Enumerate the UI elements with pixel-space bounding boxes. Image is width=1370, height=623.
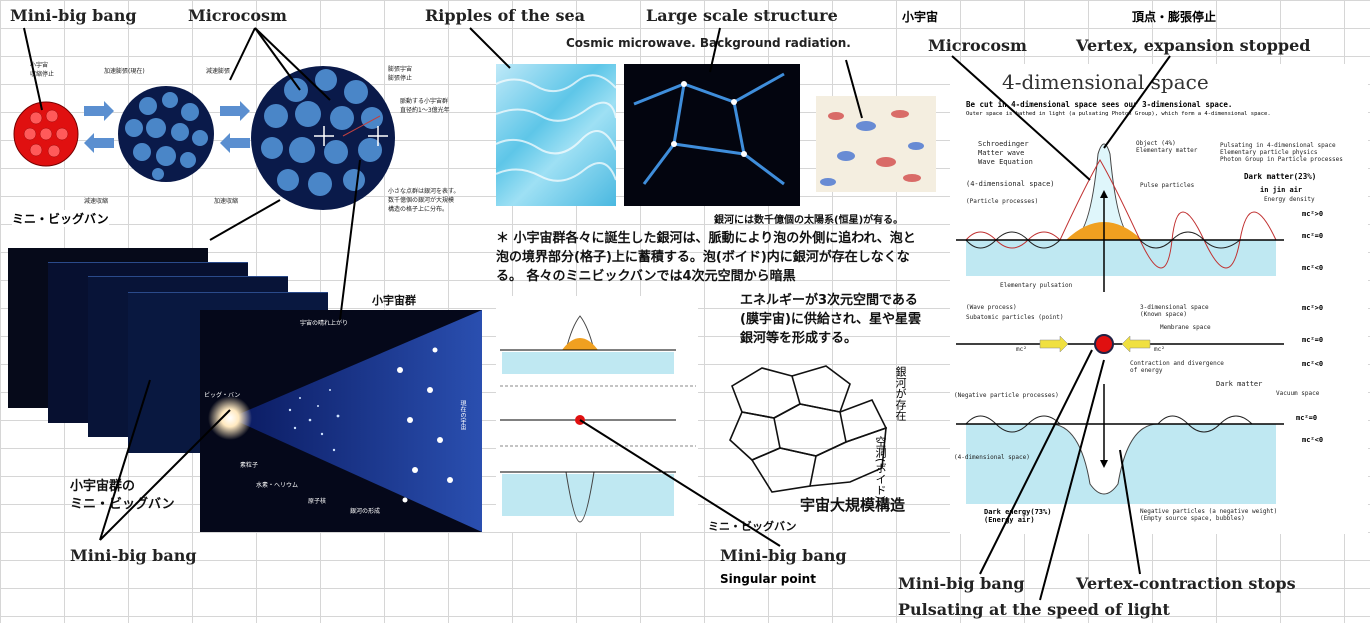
text-contraction: Contraction and divergence of energy [1130,360,1224,374]
text-mc2-gt0-b: mc²>0 [1302,304,1324,312]
text-elementary-pulsation: Elementary pulsation [1000,282,1073,289]
label-microcosm-right: Microcosm [928,36,1027,55]
text-mc2-left: mc² [1016,346,1027,353]
text-big-bang: ビッグ・バン [204,392,241,399]
image-sea-ripples [495,64,617,206]
text-3d-space: 3-dimensional space (Known space) [1140,304,1209,318]
text-galaxy-form: 銀河の形成 [350,508,381,515]
text-decel-expansion: 減速膨張 [206,68,231,75]
label-mini-big-bang-center: Mini-big bang [720,546,847,565]
microcosm-diagram: 小宇宙 収縮停止 加速膨張(現在) 減速膨張 膨張宇宙 膨張停止 脈動する小宇宙… [8,56,488,236]
text-particle-processes: (Particle processes) [966,198,1039,205]
label-ripples: Ripples of the sea [425,6,586,25]
text-subatomic: Subatomic particles (point) [966,314,1064,321]
text-small-group-mini: 小宇宙群の ミニ・ビッグバン [70,479,175,513]
text-mc2-gt0-a: mc²>0 [1302,210,1324,218]
label-pulsating: Pulsating at the speed of light [898,600,1170,619]
label-vertex-expansion: Vertex, expansion stopped [1076,36,1311,55]
text-accel-contraction: 加速収縮 [214,198,239,205]
text-mc2-lt0-c: mc²<0 [1302,436,1324,444]
text-mc2-right: mc² [1154,346,1165,353]
text-present-universe: 現在の宇宙 [459,400,466,430]
text-pulse-particles: Pulse particles [1140,182,1195,189]
label-shouuchuu: 小宇宙 [902,10,939,24]
text-membrane-space: Membrane space [1160,324,1211,331]
four-d-subtitle2: Outer space is bathed in light (a pulsat… [966,111,1271,117]
text-pulsating-groups: 脈動する小宇宙群 直径約1〜3億光年 [400,98,450,114]
text-energy-density: Energy density [1264,196,1315,203]
text-dark-matter-23: Dark matter(23%) [1244,172,1317,181]
bigbang-main-image: 宇宙の晴れ上がり ビッグ・バン 素粒子 水素・ヘリウム 原子核 銀河の形成 現在… [200,310,482,532]
text-dark-matter: Dark matter [1216,380,1263,388]
image-cmb [816,96,936,192]
text-dark-energy: Dark energy(73%) (Energy air) [984,508,1052,524]
text-object: Object (4%) Elementary matter [1136,140,1198,154]
text-mc2-eq0-b: mc²=0 [1302,336,1324,344]
text-wave-process: (Wave process) [966,304,1017,311]
text-negative-processes: (Negative particle processes) [954,392,1059,399]
text-decel-contraction: 減速収縮 [84,198,109,205]
label-mini-big-bang-bottom-left: Mini-big bang [70,546,197,565]
text-large-structure-jp: 宇宙大規模構造 [800,496,906,514]
text-small-universe-group: 小宇宙群 [372,294,416,307]
label-vertex-contraction: Vertex-contraction stops [1076,574,1296,593]
text-mini-bigbang-jp-center: ミニ・ビッグバン [708,520,797,533]
text-hydrogen: 水素・ヘリウム [256,482,299,489]
text-galaxies-exist: 銀河が存在 [894,366,907,421]
text-expansion-stop: 膨張宇宙 膨張停止 [388,66,413,82]
text-4d-space-top: (4-dimensional space) [966,180,1055,188]
four-d-subtitle: Be cut in 4-dimensional space sees our 3… [966,100,1233,109]
label-mini-big-bang-right: Mini-big bang [898,574,1025,593]
text-void: 空洞(ボイド) [874,436,887,500]
text-mini-bigbang-jp-left: ミニ・ビッグバン [12,210,109,227]
text-mc2-eq0-c: mc²=0 [1296,414,1318,422]
label-vertex-jp: 頂点・膨張停止 [1132,10,1217,24]
label-mini-big-bang-top: Mini-big bang [10,6,137,25]
four-d-diagram: 4-dimensional space Be cut in 4-dimensio… [950,64,1368,534]
text-schrodinger: Schroedinger Matter wave Wave Equation [978,140,1033,166]
text-mc2-eq0-a: mc²=0 [1302,232,1324,240]
text-vacuum-space: Vacuum space [1276,390,1320,397]
text-paragraph2: エネルギーが3次元空間である(膜宇宙)に供給され、星や星雲銀河等を形成する。 [740,293,922,346]
text-pulsating-4d: Pulsating in 4-dimensional space Element… [1220,142,1343,163]
text-ripple-universe: 宇宙の晴れ上がり [300,320,349,327]
text-mc2-lt0-b: mc²<0 [1302,360,1324,368]
text-negative-particles: Negative particles (a negative weight) (… [1140,508,1278,522]
label-microcosm-top: Microcosm [188,6,287,25]
text-accel-expansion: 加速膨張(現在) [104,68,145,75]
text-small-universe-stop: 小宇宙 収縮停止 [30,62,55,78]
text-paragraph: ＊ 小宇宙群各々に誕生した銀河は、脈動により泡の外側に追われ、泡と泡の境界部分(… [496,231,916,284]
label-singular-point: Singular point [720,572,816,586]
label-cmb: Cosmic microwave. Background radiation. [566,36,851,50]
label-large-scale: Large scale structure [646,6,838,25]
small-wave-diagram [496,296,698,532]
text-galaxy-note: 銀河には数千億個の太陽系(恒星)が有る。 [714,215,904,226]
text-4d-space-bottom: (4-dimensional space) [954,454,1030,461]
voronoi-structure: 銀河が存在 空洞(ボイド) [722,356,932,516]
text-in-jin-air: in jin air [1260,186,1303,194]
text-atom: 原子核 [308,498,327,505]
text-elementary: 素粒子 [240,462,259,469]
text-small-dots-note: 小さな点群は銀河を表す。 数千億個の銀河が大規模 構造の格子上に分布。 [388,188,460,213]
four-d-title: 4-dimensional space [1002,70,1209,94]
image-large-scale [624,64,800,206]
text-mc2-lt0-a: mc²<0 [1302,264,1324,272]
